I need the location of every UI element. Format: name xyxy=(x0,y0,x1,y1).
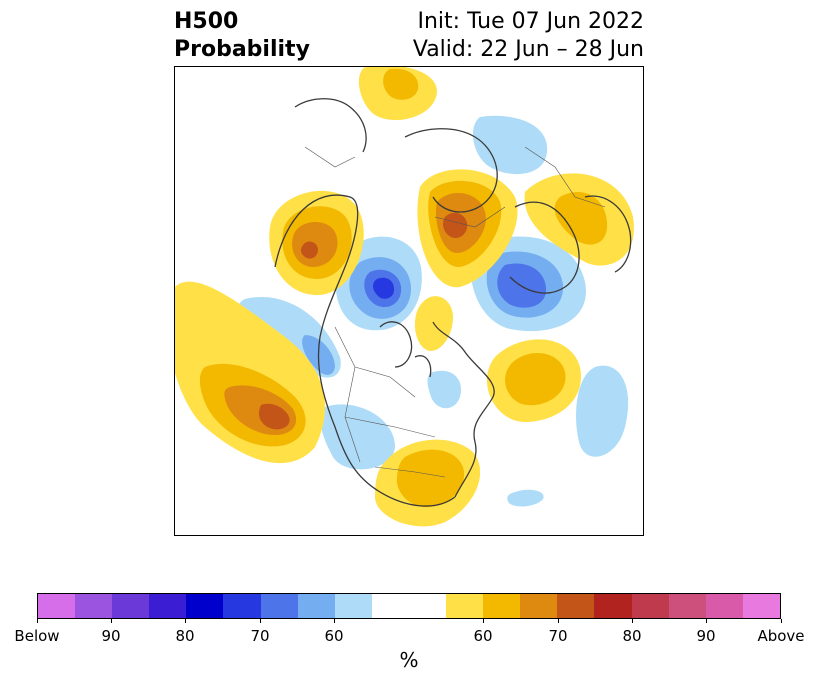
colorbar-segment xyxy=(408,594,447,618)
colorbar-segment xyxy=(446,594,484,618)
colorbar-segment xyxy=(631,594,669,618)
below-area-atlantic xyxy=(576,365,629,457)
colorbar-segment xyxy=(260,594,298,618)
init-date: Init: Tue 07 Jun 2022 xyxy=(417,9,645,34)
colorbar-tick-mark xyxy=(185,619,186,623)
colorbar-segment xyxy=(112,594,150,618)
colorbar-segment xyxy=(557,594,595,618)
below-area-russia xyxy=(472,115,548,175)
date-info: Init: Tue 07 Jun 2022 Valid: 22 Jun – 28… xyxy=(413,8,644,64)
colorbar-segment xyxy=(186,594,224,618)
colorbar-segment xyxy=(149,594,187,618)
colorbar xyxy=(37,593,781,619)
colorbar-tick-label: 80 xyxy=(175,627,195,645)
colorbar-tick-label: 90 xyxy=(101,627,121,645)
colorbar-tick-label: 70 xyxy=(548,627,568,645)
title-line-2: Probability xyxy=(174,37,310,62)
colorbar-tick-mark xyxy=(37,619,38,623)
colorbar-segment xyxy=(334,594,372,618)
above-normal-areas xyxy=(175,67,634,527)
title-line-1: H500 xyxy=(174,9,239,34)
map-svg xyxy=(175,67,634,527)
colorbar-tick-mark xyxy=(632,619,633,623)
colorbar-segment xyxy=(742,594,780,618)
below-area-plains xyxy=(320,404,395,470)
colorbar-tick-label: 60 xyxy=(473,627,493,645)
colorbar-tick-mark xyxy=(706,619,707,623)
colorbar-tick-label: 60 xyxy=(324,627,344,645)
colorbar-tick-label: 70 xyxy=(250,627,270,645)
colorbar-segment xyxy=(668,594,706,618)
colorbar-segment xyxy=(520,594,558,618)
probability-map xyxy=(174,66,644,536)
colorbar-segment xyxy=(223,594,261,618)
colorbar-segment xyxy=(483,594,521,618)
colorbar-segment xyxy=(38,594,76,618)
colorbar-tick-label: Below xyxy=(14,627,60,645)
colorbar-tick-mark xyxy=(334,619,335,623)
colorbar-tick-label: 80 xyxy=(622,627,642,645)
colorbar-tick-label: Above xyxy=(757,627,805,645)
coastlines xyxy=(274,98,632,507)
colorbar-unit: % xyxy=(399,648,419,672)
chart-title: H500 Probability xyxy=(174,8,310,64)
colorbar-segment xyxy=(371,594,409,618)
colorbar-segment xyxy=(297,594,335,618)
colorbar-tick-label: 90 xyxy=(696,627,716,645)
colorbar-tick-mark xyxy=(260,619,261,623)
colorbar-tick-mark xyxy=(483,619,484,623)
colorbar-segment xyxy=(75,594,113,618)
colorbar-segment xyxy=(705,594,743,618)
valid-range: Valid: 22 Jun – 28 Jun xyxy=(412,37,644,62)
colorbar-segment xyxy=(594,594,632,618)
country-borders xyxy=(304,146,606,478)
colorbar-tick-mark xyxy=(781,619,782,623)
colorbar-tick-mark xyxy=(111,619,112,623)
colorbar-tick-mark xyxy=(558,619,559,623)
